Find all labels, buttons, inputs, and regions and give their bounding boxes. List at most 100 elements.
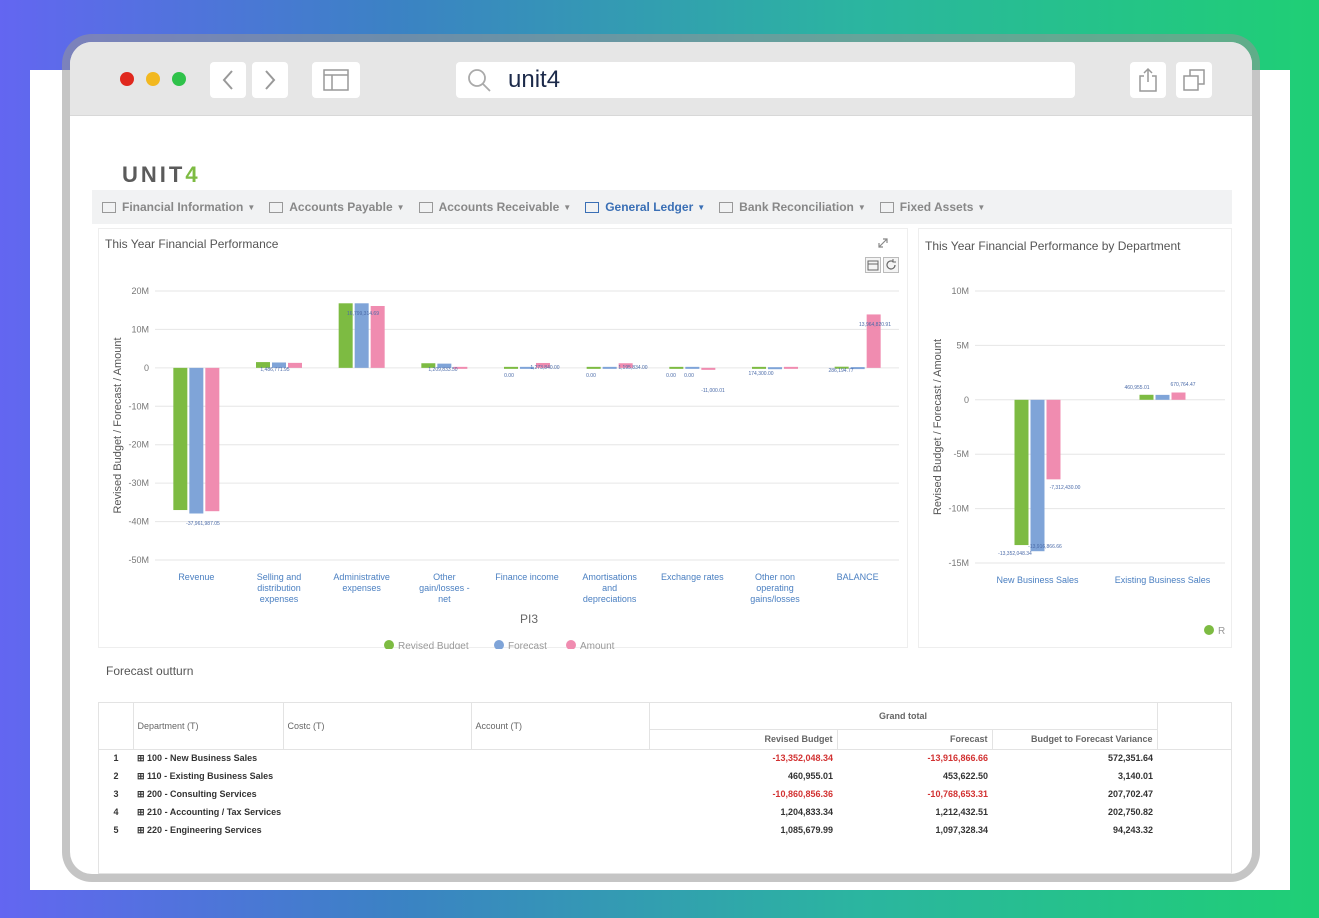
col-department[interactable]: Department (T) — [133, 703, 284, 750]
close-window-button[interactable] — [120, 72, 134, 86]
table-title: Forecast outturn — [106, 664, 194, 678]
data-label: 1,209,833.50 — [428, 367, 457, 373]
bar-amount — [205, 367, 220, 512]
sidebar-toggle-button[interactable] — [312, 62, 360, 98]
expand-row-icon[interactable]: ⊞ — [137, 770, 148, 781]
nav-accounts-receivable[interactable]: Accounts Receivable ▼ — [418, 200, 571, 214]
col-revised-budget[interactable]: Revised Budget — [649, 729, 838, 750]
table-row[interactable]: 5 ⊞ 220 - Engineering Services 1,085,679… — [99, 821, 1231, 839]
chart-icon — [585, 201, 600, 213]
x-tick-label: Finance income — [495, 572, 559, 582]
nav-financial-information[interactable]: Financial Information ▼ — [102, 200, 255, 214]
y-tick-label: -30M — [128, 478, 149, 488]
legend-label: Amount — [580, 641, 615, 649]
table-row[interactable]: 1 ⊞ 100 - New Business Sales -13,352,048… — [99, 749, 1231, 767]
x-tick-label: expenses — [260, 594, 299, 604]
nav-general-ledger[interactable]: General Ledger ▼ — [585, 200, 705, 214]
refresh-button[interactable] — [883, 257, 899, 273]
y-tick-label: 0 — [144, 363, 149, 373]
dept-cell: 110 - Existing Business Sales — [147, 770, 274, 781]
col-costc[interactable]: Costc (T) — [283, 703, 472, 750]
dept-cell: 210 - Accounting / Tax Services — [147, 806, 282, 817]
bar-amount — [536, 362, 550, 368]
x-tick-label: Administrative — [333, 572, 390, 582]
x-tick-label: BALANCE — [837, 572, 879, 582]
bar-revised-budget — [752, 366, 766, 369]
bar-revised-budget — [586, 366, 601, 369]
y-tick-label: -10M — [128, 401, 149, 411]
nav-accounts-payable[interactable]: Accounts Payable ▼ — [269, 200, 405, 214]
col-forecast[interactable]: Forecast — [837, 729, 993, 750]
search-icon — [468, 69, 491, 92]
y-axis-label: Revised Budget / Forecast / Amount — [112, 337, 124, 513]
revised-cell: -10,860,856.36 — [772, 789, 833, 799]
variance-cell: 572,351.64 — [1107, 753, 1153, 764]
expand-row-icon[interactable]: ⊞ — [137, 806, 148, 817]
nav-label: Accounts Payable — [289, 200, 393, 214]
performance-chart: 20M 10M 0 -10M -20M -30M -40M -50M Revised Budge… — [112, 286, 899, 649]
department-panel: This Year Financial Performance by Depar… — [918, 228, 1232, 648]
bar-revised-budget — [504, 366, 518, 369]
calendar-button[interactable] — [865, 257, 881, 273]
refresh-icon — [886, 259, 896, 270]
address-bar[interactable]: unit4 — [456, 62, 1075, 98]
data-label: 1,195,834.00 — [618, 365, 647, 371]
expand-row-icon[interactable]: ⊞ — [137, 824, 148, 835]
back-button[interactable] — [210, 62, 246, 98]
bar-amount — [288, 362, 302, 368]
data-label: 174,300.00 — [748, 371, 773, 377]
variance-cell: 3,140.01 — [1117, 771, 1153, 781]
x-tick-label: Selling and — [257, 572, 302, 582]
chart-icon — [102, 201, 116, 213]
legend-marker — [494, 640, 504, 649]
data-label: 16,799,314.69 — [347, 311, 379, 317]
nav-bank-reconciliation[interactable]: Bank Reconciliation ▼ — [719, 200, 866, 214]
variance-cell: 207,702.47 — [1107, 789, 1153, 799]
variance-cell: 202,750.82 — [1107, 807, 1153, 817]
bar-forecast — [850, 367, 865, 370]
sidebar-icon — [323, 69, 349, 91]
expand-row-icon[interactable]: ⊞ — [137, 788, 148, 799]
data-label: 0.00 — [684, 373, 694, 379]
dept-cell: 220 - Engineering Services — [147, 824, 262, 835]
y-tick-label: 5M — [956, 340, 969, 350]
col-account[interactable]: Account (T) — [471, 703, 650, 750]
bar-amount — [370, 305, 385, 368]
x-tick-label: Exchange rates — [661, 572, 724, 582]
table-row[interactable]: 3 ⊞ 200 - Consulting Services -10,860,85… — [99, 785, 1231, 803]
forecast-cell: 1,212,432.51 — [935, 807, 988, 817]
bar-amount — [701, 367, 716, 370]
row-index: 1 — [113, 753, 119, 764]
nav-fixed-assets[interactable]: Fixed Assets ▼ — [879, 200, 985, 214]
bar-forecast — [437, 363, 452, 368]
legend-label: Forecast — [508, 641, 547, 649]
table-row[interactable]: 2 ⊞ 110 - Existing Business Sales 460,95… — [99, 767, 1231, 785]
table-row[interactable]: 4 ⊞ 210 - Accounting / Tax Services 1,20… — [99, 803, 1231, 821]
y-tick-label: -15M — [948, 558, 969, 568]
y-tick-label: -20M — [128, 440, 149, 450]
forecast-cell: 1,097,328.34 — [935, 825, 988, 835]
performance-panel: This Year Financial Performance 20M 10M 0 -… — [98, 228, 908, 649]
bar-amount — [1171, 392, 1186, 400]
expand-row-icon[interactable]: ⊞ — [137, 752, 148, 763]
data-label: 13,964,820.91 — [859, 322, 891, 328]
forward-button[interactable] — [252, 62, 288, 98]
maximize-window-button[interactable] — [172, 72, 186, 86]
x-tick-label: distribution — [257, 583, 301, 593]
minimize-window-button[interactable] — [146, 72, 160, 86]
x-tick-label: Amortisations — [582, 572, 637, 582]
revised-cell: -13,352,048.34 — [772, 753, 833, 764]
tabs-button[interactable] — [1176, 62, 1212, 98]
data-label: 1,486,771.95 — [260, 367, 289, 373]
x-axis-label: PI3 — [520, 612, 538, 626]
x-tick-label: Existing Business Sales — [1115, 575, 1211, 585]
y-tick-label: 20M — [131, 286, 149, 296]
panel-title: This Year Financial Performance by Depar… — [925, 239, 1181, 253]
expand-icon[interactable] — [877, 237, 889, 249]
dept-cell: 200 - Consulting Services — [147, 788, 257, 799]
bar-amount — [866, 314, 881, 368]
bar-revised-budget — [256, 362, 270, 368]
share-button[interactable] — [1130, 62, 1166, 98]
col-variance[interactable]: Budget to Forecast Variance — [992, 729, 1158, 750]
legend-marker — [566, 640, 576, 649]
